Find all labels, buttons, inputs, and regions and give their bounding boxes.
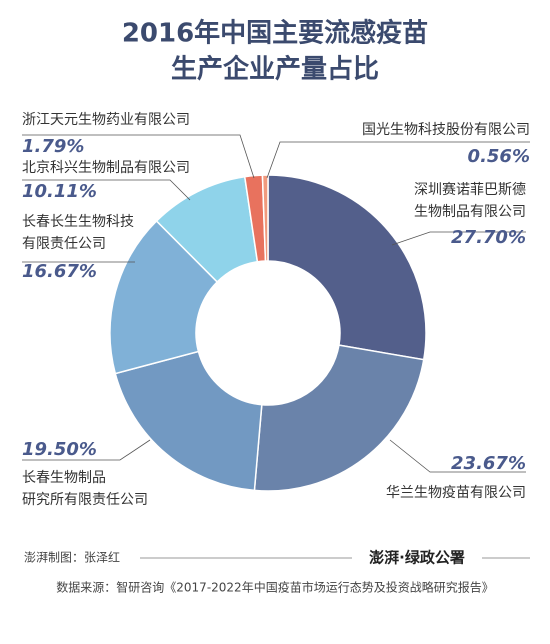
- value-label: 19.50%: [22, 439, 97, 460]
- credit: 澎湃制图：张泽红: [24, 550, 120, 565]
- logo: 澎湃·绿政公署: [369, 549, 465, 567]
- leader-line: [22, 179, 191, 201]
- slice-label: 生物制品有限公司: [414, 204, 526, 220]
- slice-label: 深圳赛诺菲巴斯德: [414, 182, 526, 198]
- chart-title: 生产企业产量占比: [171, 54, 379, 85]
- leader-line: [22, 439, 151, 461]
- value-label: 1.79%: [22, 136, 84, 157]
- value-label: 16.67%: [22, 261, 97, 282]
- slice-label: 浙江天元生物药业有限公司: [22, 112, 190, 128]
- leader-line: [22, 134, 255, 179]
- slice: [261, 174, 269, 262]
- slice-label: 长春长生生物科技: [22, 214, 134, 230]
- slice: [267, 174, 427, 361]
- leader-line: [391, 231, 526, 246]
- slice-label: 北京科兴生物制品有限公司: [22, 160, 190, 176]
- value-label: 0.56%: [468, 146, 530, 167]
- slice-label: 华兰生物疫苗有限公司: [386, 485, 526, 501]
- source: 数据来源：智研咨询《2017-2022年中国疫苗市场运行态势及投资战略研究报告》: [56, 580, 493, 595]
- leader-line: [266, 141, 530, 179]
- slice-label: 有限责任公司: [22, 236, 106, 252]
- logo-bg: [352, 543, 482, 573]
- slice-label: 长春生物制品: [22, 470, 106, 486]
- slice-label: 研究所有限责任公司: [22, 492, 148, 508]
- slice-label: 国光生物科技股份有限公司: [362, 122, 530, 138]
- slice: [109, 219, 219, 375]
- value-label: 23.67%: [451, 453, 526, 474]
- slice: [114, 350, 263, 492]
- value-label: 10.11%: [22, 181, 97, 202]
- chart-title: 2016年中国主要流感疫苗: [122, 18, 428, 49]
- slice: [253, 344, 425, 492]
- value-label: 27.70%: [451, 227, 526, 248]
- leader-line: [389, 439, 526, 473]
- credit-bg: [20, 545, 140, 571]
